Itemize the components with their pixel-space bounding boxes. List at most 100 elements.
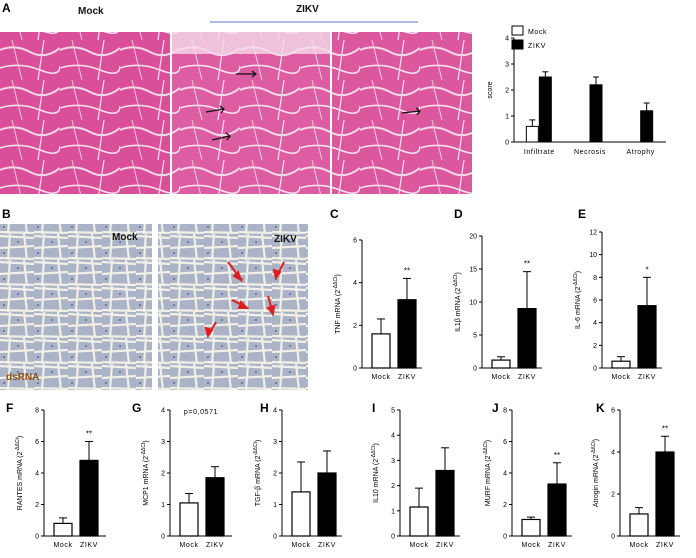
chart-e-ytick-label-1: 2 [593, 343, 597, 350]
chart-g-ytick-label-1: 1 [161, 502, 165, 509]
panel-a-zikv-label: ZIKV [296, 4, 319, 15]
chart-a-legend-swatch-zikv [511, 39, 524, 50]
chart-i-ylabel-text: IL10 mRNA (2-ΔΔCt) [371, 443, 380, 503]
chart-j-cat-1: ZIKV [548, 542, 566, 549]
chart-e-ytick-label-4: 8 [593, 275, 597, 282]
chart-j-annotation: ** [554, 451, 560, 460]
chart-a-legend-zikv: ZIKV [528, 43, 546, 50]
panel-label-b: B [2, 207, 11, 221]
chart-k-cat-0: Mock [629, 542, 648, 549]
chart-h-ytick-label-2: 2 [273, 471, 277, 478]
chart-j-cat-0: Mock [521, 542, 540, 549]
chart-a-ytick-label-1: 1 [505, 114, 509, 121]
chart-f-ytick-label-0: 0 [35, 534, 39, 541]
chart-e-ylabel: IL-6 mRNA (2-ΔΔCt) [573, 271, 582, 329]
chart-c-ylabel-text: TNF mRNA (2-ΔΔCt) [333, 274, 342, 334]
chart-i-ytick-label-4: 4 [391, 433, 395, 440]
chart-d-ytick-label-1: 5 [473, 333, 477, 340]
chart-e-ytick-label-0: 0 [593, 366, 597, 373]
chart-e-annotation: * [645, 265, 648, 274]
panel-a-mock-label: Mock [78, 6, 104, 17]
panel-b-zikv-label: ZIKV [274, 234, 297, 245]
chart-i-ytick-label-3: 3 [391, 458, 395, 465]
infiltrate-arrow [236, 70, 257, 78]
necrosis-arrow [205, 105, 225, 114]
chart-f-bar-zikv [79, 459, 99, 537]
chart-e-ytick-label-2: 4 [593, 320, 597, 327]
chart-d-ylabel-text: IL1β mRNA (2-ΔΔCt) [453, 272, 462, 332]
chart-a-ytick-label-4: 4 [505, 36, 509, 43]
atrophy-arrow [401, 107, 421, 116]
chart-i-ytick-label-5: 5 [391, 408, 395, 415]
infiltrate-arrow-2 [211, 132, 231, 141]
chart-d-bar-mock [491, 359, 511, 369]
chart-d-cat-0: Mock [491, 374, 510, 381]
chart-c-bar-zikv [397, 299, 417, 369]
chart-j-ylabel-text: MURF mRNA (2-ΔΔCt) [483, 440, 492, 506]
chart-g-ylabel-text: MCP1 mRNA (2-ΔΔCt) [141, 440, 150, 506]
chart-a-bar-zikv-infiltrate [538, 76, 552, 143]
chart-a-cat-1: Necrosis [574, 149, 606, 156]
chart-j-ylabel: MURF mRNA (2-ΔΔCt) [483, 440, 492, 506]
panel-label-e: E [578, 207, 586, 221]
chart-e-ytick-label-6: 12 [589, 230, 597, 237]
chart-e-cat-0: Mock [611, 374, 630, 381]
chart-a-bar-zikv-necrosis [589, 84, 603, 143]
chart-g-bar-zikv [205, 477, 225, 537]
chart-f-ylabel: RANTES mRNA (2-ΔΔCt) [15, 436, 24, 510]
chart-k-bar-mock [629, 513, 649, 537]
chart-f-ytick-label-2: 4 [35, 471, 39, 478]
chart-f-bar-mock [53, 522, 73, 537]
chart-g-ytick-label-4: 4 [161, 408, 165, 415]
chart-j-ytick-label-3: 6 [503, 439, 507, 446]
chart-i-bar-zikv [435, 469, 455, 537]
panel-label-g: G [132, 401, 141, 415]
chart-g-cat-1: ZIKV [206, 542, 224, 549]
chart-g-annotation: p=0,0571 [184, 409, 218, 416]
chart-e-ytick-label-3: 6 [593, 298, 597, 305]
chart-i-bar-mock [409, 506, 429, 537]
chart-e-ytick-label-5: 10 [589, 252, 597, 259]
chart-a-ytick-label-2: 2 [505, 88, 509, 95]
chart-j-ytick-label-1: 2 [503, 502, 507, 509]
chart-h-ytick-label-1: 1 [273, 502, 277, 509]
chart-a-ytick-label-3: 3 [505, 62, 509, 69]
chart-f-cat-1: ZIKV [80, 542, 98, 549]
chart-c-bar-mock [371, 333, 391, 369]
panel-label-d: D [454, 207, 463, 221]
chart-k-ytick-label-0: 0 [611, 534, 615, 541]
chart-c-ylabel: TNF mRNA (2-ΔΔCt) [333, 274, 342, 334]
chart-c-cat-1: ZIKV [398, 374, 416, 381]
chart-h-ytick-label-4: 4 [273, 408, 277, 415]
chart-f-ylabel-text: RANTES mRNA (2-ΔΔCt) [15, 436, 24, 510]
panel-label-a: A [2, 1, 11, 15]
chart-e-cat-1: ZIKV [638, 374, 656, 381]
chart-h-bar-mock [291, 491, 311, 537]
chart-e-bar-mock [611, 360, 631, 369]
chart-h-ylabel-text: TGF-β mRNA (2-ΔΔCt) [253, 440, 262, 506]
chart-d-ytick-label-4: 20 [469, 234, 477, 241]
zikv-1-infiltrate-area [172, 32, 330, 54]
chart-k-ylabel-text: Atrogin mRNA (2-ΔΔCt) [591, 439, 600, 507]
chart-d-ytick-label-2: 10 [469, 300, 477, 307]
chart-c-cat-0: Mock [371, 374, 390, 381]
chart-a-cat-0: Infiltrate [524, 149, 555, 156]
chart-a-ytick-label-0: 0 [505, 140, 509, 147]
panel-label-j: J [492, 401, 499, 415]
chart-g-cat-0: Mock [179, 542, 198, 549]
chart-a-ylabel-text: score [487, 81, 494, 98]
chart-i-ylabel: IL10 mRNA (2-ΔΔCt) [371, 443, 380, 503]
chart-i-cat-1: ZIKV [436, 542, 454, 549]
panel-label-h: H [260, 401, 269, 415]
ihc-zikv [158, 224, 308, 390]
chart-f-cat-0: Mock [53, 542, 72, 549]
chart-i-cat-0: Mock [409, 542, 428, 549]
red-arrows [204, 261, 285, 339]
chart-f-ytick-label-3: 6 [35, 439, 39, 446]
chart-k-ytick-label-2: 4 [611, 450, 615, 457]
panel-label-c: C [330, 207, 339, 221]
chart-d-annotation: ** [524, 260, 530, 269]
chart-i-ytick-label-2: 2 [391, 483, 395, 490]
